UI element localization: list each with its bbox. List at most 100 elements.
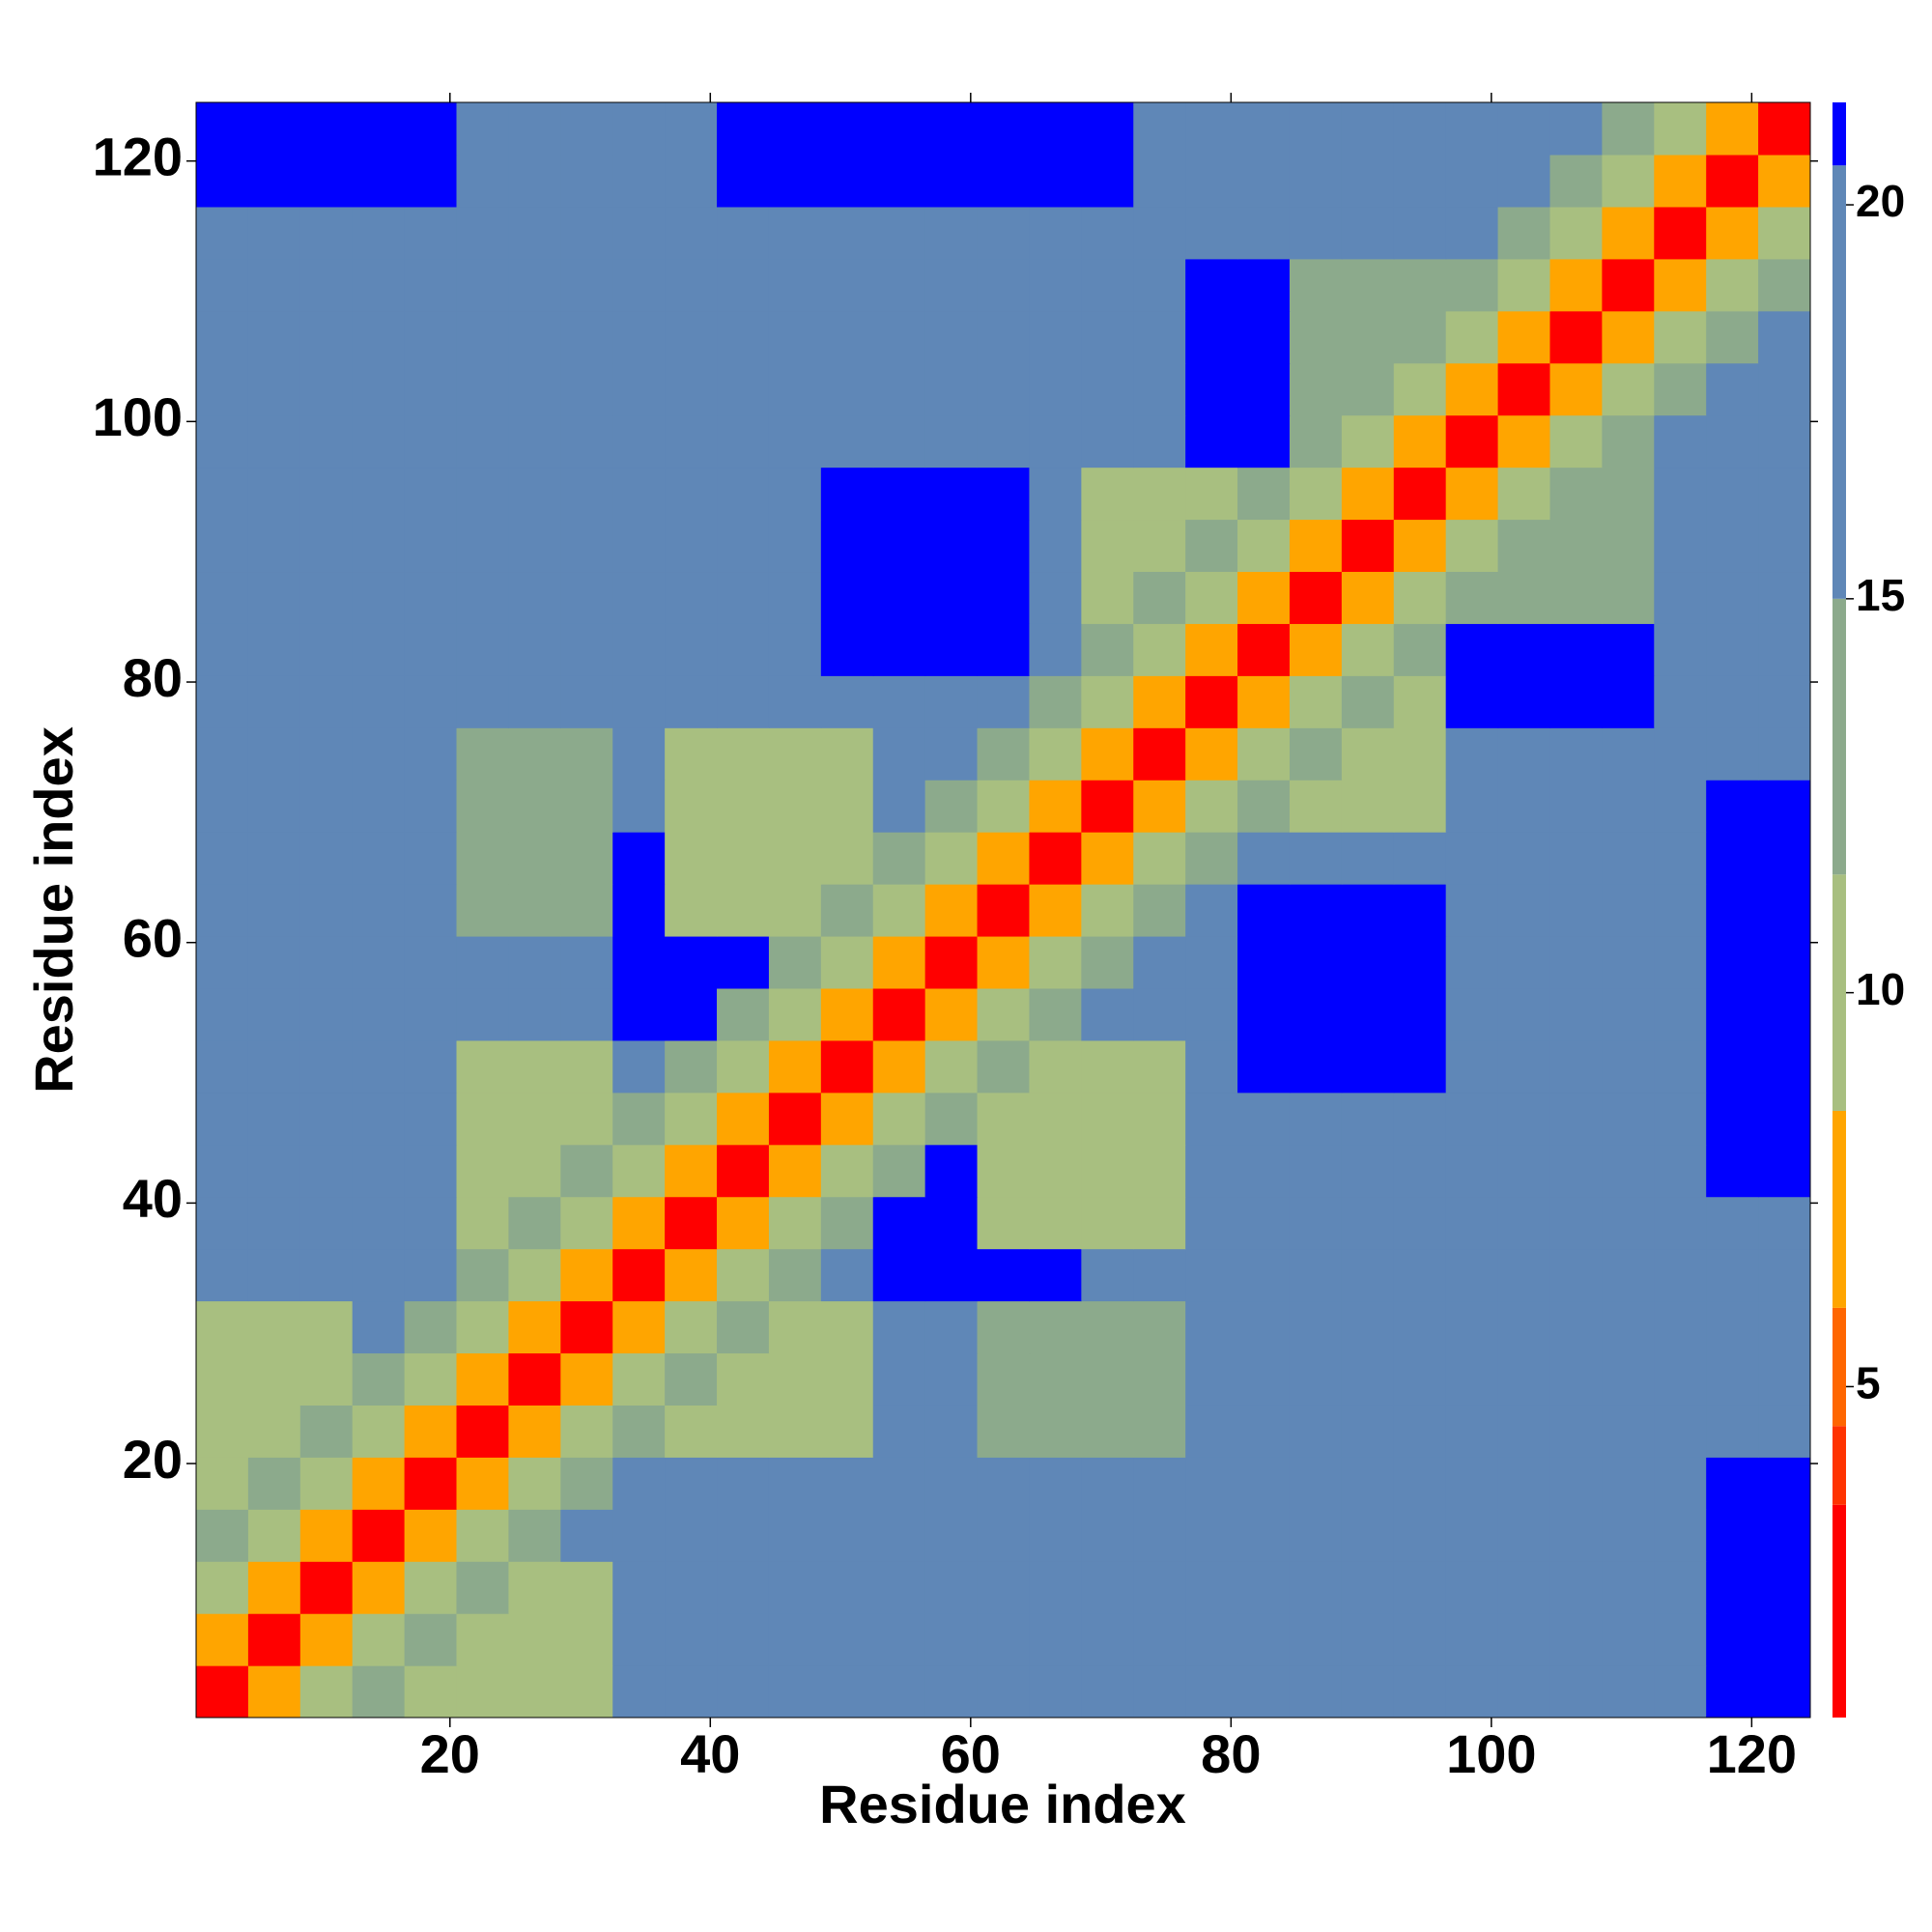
heatmap-cell (1185, 1039, 1238, 1094)
heatmap-cell (1758, 780, 1810, 833)
heatmap-cell (299, 623, 354, 676)
heatmap-cell (508, 1561, 561, 1614)
heatmap-cell (560, 519, 613, 573)
heatmap-cell (456, 1665, 510, 1718)
heatmap-cell (1706, 1144, 1759, 1198)
heatmap-cell (404, 467, 458, 521)
heatmap-cell (924, 1457, 979, 1510)
heatmap-cell (404, 1457, 458, 1510)
y-tick-label: 60 (123, 908, 183, 969)
heatmap-cell (612, 414, 666, 469)
heatmap-cell (1393, 1509, 1447, 1562)
heatmap-cell (1081, 623, 1134, 676)
heatmap-cell (977, 623, 1031, 676)
heatmap-cell (768, 675, 822, 728)
colorbar-tick-label: 15 (1856, 570, 1905, 620)
heatmap-cell (299, 884, 354, 937)
heatmap-cell (1289, 1300, 1343, 1354)
heatmap-cell (1654, 154, 1707, 208)
heatmap-cell (352, 1352, 406, 1406)
heatmap-cell (1341, 987, 1395, 1041)
heatmap-cell (404, 519, 458, 573)
heatmap-cell (1133, 206, 1186, 260)
heatmap-cell (1133, 258, 1186, 312)
heatmap-cell (560, 258, 613, 312)
heatmap-cell (820, 206, 874, 260)
heatmap-cell (1497, 1196, 1551, 1250)
heatmap-cell (977, 154, 1031, 208)
heatmap-cell (1133, 310, 1186, 364)
heatmap-cell (717, 935, 770, 989)
heatmap-cell (977, 1352, 1031, 1406)
heatmap-cell (247, 1196, 301, 1250)
heatmap-cell (1549, 1561, 1603, 1614)
heatmap-cell (1029, 1405, 1082, 1458)
heatmap-cell (820, 1509, 874, 1562)
heatmap-cell (872, 362, 926, 416)
heatmap-cell (717, 1144, 770, 1198)
heatmap-cell (612, 1405, 666, 1458)
heatmap-cell (456, 884, 510, 937)
heatmap-cell (404, 780, 458, 833)
heatmap-cell (872, 1613, 926, 1666)
heatmap-cell (1081, 467, 1134, 521)
heatmap-cell (612, 1144, 666, 1198)
heatmap-cell (977, 1196, 1031, 1250)
heatmap-cell (352, 102, 406, 156)
heatmap-cell (456, 1561, 510, 1614)
heatmap-cell (1497, 884, 1551, 937)
heatmap-cell (665, 206, 718, 260)
heatmap-cell (299, 1352, 354, 1406)
heatmap-cell (1237, 258, 1291, 312)
heatmap-cell (560, 1405, 613, 1458)
heatmap-cell (1029, 1561, 1082, 1614)
heatmap-cell (665, 102, 718, 156)
heatmap-cell (1237, 1457, 1291, 1510)
heatmap-cell (1393, 1561, 1447, 1614)
heatmap-cell (456, 675, 510, 728)
heatmap-cell (717, 884, 770, 937)
heatmap-cell (1602, 1457, 1655, 1510)
heatmap-cell (1602, 780, 1655, 833)
heatmap-cell (872, 1092, 926, 1146)
heatmap-cell (1341, 1509, 1395, 1562)
heatmap-cell (404, 1561, 458, 1614)
heatmap-cell (1133, 935, 1186, 989)
heatmap-cell (1029, 780, 1082, 833)
heatmap-cell (1133, 1405, 1186, 1458)
heatmap-cell (1393, 414, 1447, 469)
heatmap-cell (560, 310, 613, 364)
heatmap-cell (1758, 935, 1810, 989)
heatmap-cell (1654, 727, 1707, 781)
heatmap-cell (1549, 1144, 1603, 1198)
heatmap-cell (508, 519, 561, 573)
heatmap-cell (560, 206, 613, 260)
heatmap-cell (1029, 1039, 1082, 1094)
heatmap-cell (1029, 206, 1082, 260)
heatmap-cell (1758, 675, 1810, 728)
heatmap-cell (1289, 1352, 1343, 1406)
heatmap-cell (196, 414, 249, 469)
heatmap-cell (717, 362, 770, 416)
heatmap-cell (1185, 1665, 1238, 1718)
heatmap-cell (717, 102, 770, 156)
heatmap-cell (1497, 832, 1551, 885)
heatmap-cell (820, 1352, 874, 1406)
heatmap-cell (1081, 102, 1134, 156)
heatmap-cell (924, 623, 979, 676)
heatmap-cell (1081, 1665, 1134, 1718)
heatmap-cell (1445, 206, 1499, 260)
heatmap-cell (1602, 1248, 1655, 1302)
heatmap-cell (352, 1092, 406, 1146)
heatmap-cell (1029, 623, 1082, 676)
heatmap-cell (1393, 102, 1447, 156)
heatmap-cell (508, 1300, 561, 1354)
heatmap-cell (1029, 1144, 1082, 1198)
heatmap-cell (1081, 675, 1134, 728)
heatmap-cell (1706, 780, 1759, 833)
heatmap-cell (924, 1613, 979, 1666)
heatmap-cell (717, 519, 770, 573)
heatmap-cell (820, 1300, 874, 1354)
heatmap-cell (456, 1039, 510, 1094)
heatmap-cell (768, 884, 822, 937)
